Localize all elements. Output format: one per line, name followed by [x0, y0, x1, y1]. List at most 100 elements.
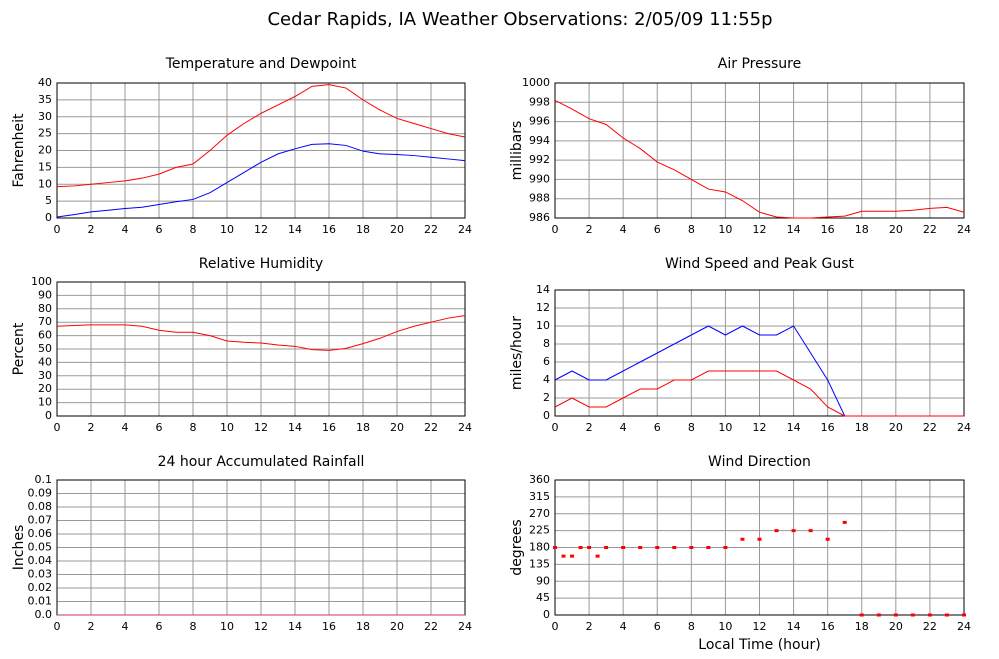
x-tick-label: 10 [220, 421, 234, 434]
y-tick-label: 994 [529, 134, 550, 147]
x-tick-label: 12 [753, 421, 767, 434]
x-tick-label: 6 [156, 223, 163, 236]
data-point [757, 537, 762, 541]
plot-frame [554, 82, 965, 219]
plot-frame [56, 281, 466, 417]
x-tick-label: 6 [654, 620, 661, 633]
y-tick-label: 0 [45, 409, 52, 422]
x-tick-label: 24 [957, 620, 971, 633]
y-axis-label: Fahrenheit [11, 113, 27, 188]
x-tick-label: 0 [54, 620, 61, 633]
y-tick-label: 996 [529, 115, 550, 128]
data-point [927, 613, 932, 617]
y-tick-label: 0 [543, 409, 550, 422]
y-tick-label: 12 [536, 301, 550, 314]
y-tick-label: 2 [543, 391, 550, 404]
x-tick-label: 22 [923, 620, 937, 633]
data-point [672, 546, 677, 549]
data-point [774, 529, 779, 533]
x-tick-label: 2 [88, 421, 95, 434]
chart-title: Air Pressure [718, 56, 801, 72]
y-tick-label: 8 [543, 337, 550, 350]
x-tick-label: 22 [424, 223, 438, 236]
data-line [56, 315, 466, 351]
data-point [910, 613, 915, 617]
data-point [587, 546, 592, 549]
data-point [706, 546, 711, 549]
x-tick-label: 18 [356, 620, 370, 633]
x-tick-label: 10 [718, 620, 732, 633]
y-tick-label: 0.04 [28, 554, 53, 567]
x-tick-label: 8 [190, 421, 197, 434]
x-tick-label: 22 [923, 421, 937, 434]
y-axis-label: degrees [509, 519, 525, 575]
x-tick-label: 24 [957, 421, 971, 434]
x-tick-label: 18 [855, 421, 869, 434]
data-point [944, 613, 949, 617]
y-tick-label: 1000 [522, 76, 550, 89]
data-point [604, 546, 609, 549]
data-point [791, 529, 796, 533]
x-tick-label: 4 [620, 421, 627, 434]
y-tick-label: 30 [38, 369, 52, 382]
y-tick-label: 0.06 [28, 527, 53, 540]
x-tick-label: 10 [718, 421, 732, 434]
y-tick-label: 20 [38, 382, 52, 395]
data-point [876, 613, 881, 617]
y-tick-label: 0 [45, 211, 52, 224]
y-tick-label: 45 [536, 591, 550, 604]
data-point [808, 529, 813, 533]
x-tick-label: 2 [586, 223, 593, 236]
x-tick-label: 2 [88, 620, 95, 633]
y-tick-label: 40 [38, 76, 52, 89]
chart-title: 24 hour Accumulated Rainfall [158, 454, 365, 470]
x-tick-label: 16 [322, 223, 336, 236]
y-tick-label: 70 [38, 315, 52, 328]
x-tick-label: 4 [122, 223, 129, 236]
data-point [962, 613, 966, 617]
y-tick-label: 50 [38, 342, 52, 355]
x-tick-label: 4 [122, 421, 129, 434]
data-point [893, 613, 898, 617]
x-tick-label: 6 [156, 421, 163, 434]
y-tick-label: 90 [38, 288, 52, 301]
x-tick-label: 24 [458, 421, 472, 434]
x-tick-label: 0 [54, 223, 61, 236]
x-tick-label: 12 [753, 620, 767, 633]
y-tick-label: 10 [38, 177, 52, 190]
y-tick-label: 30 [38, 110, 52, 123]
x-tick-label: 4 [620, 223, 627, 236]
data-point [578, 546, 583, 549]
y-tick-label: 60 [38, 329, 52, 342]
x-tick-label: 12 [254, 223, 268, 236]
x-tick-label: 16 [821, 620, 835, 633]
y-tick-label: 80 [38, 302, 52, 315]
x-tick-label: 14 [787, 223, 801, 236]
x-tick-label: 16 [322, 421, 336, 434]
y-tick-label: 988 [529, 192, 550, 205]
page-title: Cedar Rapids, IA Weather Observations: 2… [267, 9, 772, 30]
x-tick-label: 2 [586, 620, 593, 633]
x-tick-label: 4 [122, 620, 129, 633]
x-tick-label: 6 [156, 620, 163, 633]
x-tick-label: 8 [190, 223, 197, 236]
y-tick-label: 0.01 [28, 595, 53, 608]
data-point [825, 537, 830, 541]
x-tick-label: 0 [552, 620, 559, 633]
x-tick-label: 6 [654, 421, 661, 434]
x-tick-label: 8 [688, 421, 695, 434]
plot-frame [554, 289, 965, 417]
x-tick-label: 20 [889, 223, 903, 236]
x-tick-label: 10 [220, 620, 234, 633]
x-tick-label: 22 [424, 620, 438, 633]
x-tick-label: 8 [688, 223, 695, 236]
y-tick-label: 0.09 [28, 487, 53, 500]
data-line [554, 370, 964, 417]
x-axis-label: Local Time (hour) [698, 637, 820, 653]
data-point [553, 546, 557, 549]
x-tick-label: 22 [424, 421, 438, 434]
x-tick-label: 18 [855, 223, 869, 236]
y-tick-label: 90 [536, 574, 550, 587]
y-axis-label: Percent [11, 322, 27, 375]
data-line [554, 99, 965, 219]
